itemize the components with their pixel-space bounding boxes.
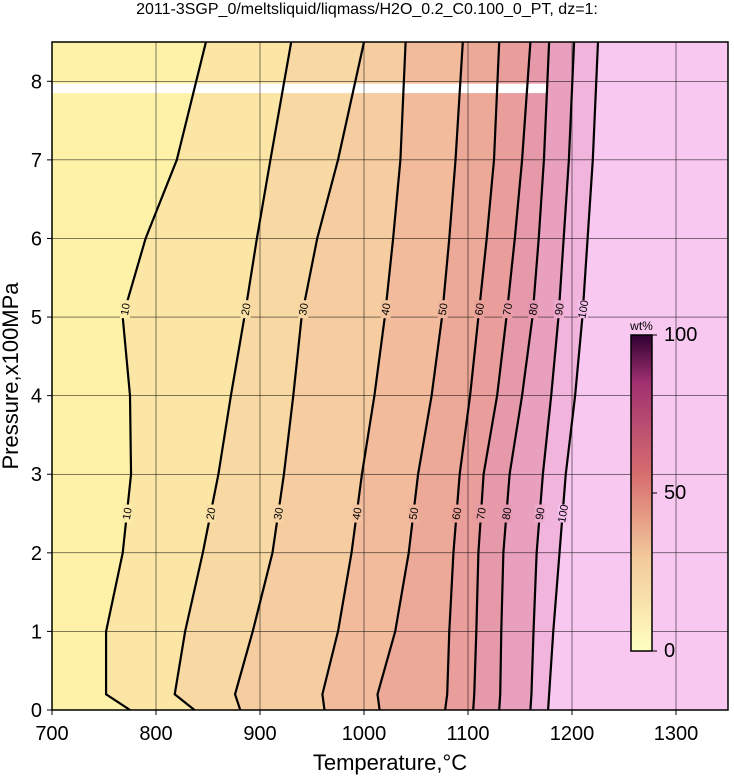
contour-line <box>321 41 407 711</box>
x-axis-label: Temperature,°C <box>313 750 467 775</box>
contour-band <box>530 42 598 710</box>
contour-label: 70 <box>475 507 489 521</box>
y-tick-label: 6 <box>31 228 42 250</box>
contour-band <box>499 42 575 710</box>
contour-label-bg <box>273 504 284 523</box>
contour-label: 50 <box>437 302 451 316</box>
contour-label: 60 <box>451 507 465 521</box>
y-tick-label: 1 <box>31 621 42 643</box>
contour-band <box>473 42 550 710</box>
colorbar-tick-label: 100 <box>664 324 697 346</box>
x-tick-label: 800 <box>139 723 172 745</box>
contour-line <box>472 41 532 711</box>
contour-band <box>106 42 292 710</box>
contour-label-bg <box>437 300 448 319</box>
y-tick-label: 3 <box>31 464 42 486</box>
contour-label-bg <box>577 300 588 319</box>
contour-label: 80 <box>500 507 514 521</box>
y-axis-label: Pressure,x100MPa <box>0 282 23 470</box>
colorbar-tick-label: 50 <box>664 482 686 504</box>
x-tick-label: 1300 <box>654 723 699 745</box>
contour-line <box>376 41 464 711</box>
contour-label: 10 <box>119 302 133 316</box>
contour-label: 70 <box>501 302 515 316</box>
y-tick-label: 4 <box>31 386 42 408</box>
contour-label-bg <box>502 300 513 319</box>
contour-label: 80 <box>527 302 541 316</box>
y-tick-label: 7 <box>31 150 42 172</box>
contour-line <box>444 41 501 711</box>
contour-label-bg <box>534 504 545 523</box>
contour-label: 30 <box>272 507 286 521</box>
contour-label-bg <box>501 504 512 523</box>
plot-frame <box>51 41 729 711</box>
x-tick-label: 1100 <box>446 723 489 745</box>
contour-line <box>104 41 207 711</box>
contour-line <box>529 41 576 711</box>
colorbar <box>630 334 653 652</box>
x-tick-label: 900 <box>243 723 276 745</box>
y-tick-label: 0 <box>31 700 42 722</box>
plot-area: 10 10 20 20 30 30 40 40 50 50 60 60 70 70 80 80 90 90 100 1… <box>51 41 729 711</box>
colorbar-label: wt% <box>629 319 653 333</box>
contour-label-bg <box>476 504 486 523</box>
contour-label: 20 <box>205 507 219 521</box>
contour-label-bg <box>380 300 391 319</box>
contour-label-bg <box>120 300 131 319</box>
contour-band <box>322 42 463 710</box>
contour-label: 10 <box>121 507 135 521</box>
contour-label: 50 <box>407 507 421 521</box>
contour-label-bg <box>557 504 568 523</box>
data-gap <box>52 83 546 94</box>
contour-label-bg <box>351 504 362 523</box>
contour-label-bg <box>554 300 564 319</box>
contour-label-bg <box>451 504 462 523</box>
contour-label-bg <box>474 300 485 319</box>
contour-label-bg <box>408 504 419 523</box>
contour-label-bg <box>528 300 539 319</box>
contour-label: 40 <box>351 507 365 521</box>
chart-title: 2011-3SGP_0/meltsliquid/liqmass/H2O_0.2_… <box>136 1 598 18</box>
x-tick-label: 1000 <box>342 723 387 745</box>
contour-label: 20 <box>240 302 254 316</box>
contour-label-bg <box>240 300 251 319</box>
contour-line <box>173 41 293 711</box>
contour-label-bg <box>121 504 132 523</box>
contour-band <box>445 42 531 710</box>
contour-band <box>377 42 500 710</box>
contour-line <box>498 41 551 711</box>
contour-label: 100 <box>576 299 591 319</box>
contour-band <box>52 42 206 710</box>
contour-line <box>546 41 600 711</box>
y-tick-label: 8 <box>31 71 42 93</box>
contour-label-bg <box>205 504 216 523</box>
contour-label: 90 <box>553 302 567 316</box>
contour-label: 60 <box>473 302 487 316</box>
colorbar-tick-label: 0 <box>664 640 675 662</box>
contour-label: 40 <box>380 302 394 316</box>
x-tick-label: 700 <box>35 723 68 745</box>
contour-label-bg <box>298 300 309 319</box>
y-tick-label: 2 <box>31 543 42 565</box>
contour-label: 100 <box>556 504 571 524</box>
contour-band <box>235 42 406 710</box>
y-tick-label: 5 <box>31 307 42 329</box>
contour-line <box>233 41 366 711</box>
contour-band <box>174 42 364 710</box>
contour-label: 30 <box>297 302 311 316</box>
x-tick-label: 1200 <box>550 723 595 745</box>
contour-label: 90 <box>534 507 548 521</box>
